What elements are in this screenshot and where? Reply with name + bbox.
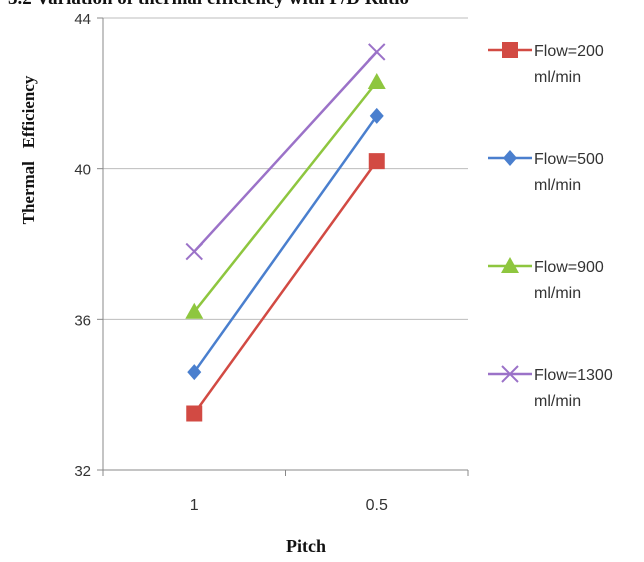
chart-title: 3.2 Variation of thermal efficiency with…: [8, 0, 409, 9]
legend: Flow=200 ml/min Flow=500 ml/min Flow=900 ml/m…: [488, 42, 613, 410]
data-point-2-1: [367, 73, 386, 90]
legend-marker-2: [501, 257, 519, 273]
data-point-3-0: [185, 242, 203, 261]
data-point-3-1: [368, 43, 386, 61]
legend-label-2: Flow=900 ml/min: [534, 259, 604, 302]
series-line-2: [193, 81, 378, 313]
x-tick-label-0: 1: [190, 497, 199, 514]
series-2: [185, 73, 386, 319]
series-3: [185, 43, 386, 261]
series-line-0: [193, 160, 378, 415]
legend-item-1: Flow=500 ml/min: [488, 150, 604, 194]
y-tick-label-3: 44: [74, 11, 91, 28]
legend-label-0: Flow=200 ml/min: [534, 43, 604, 86]
y-tick-label-2: 40: [74, 162, 91, 179]
series-0: [186, 153, 385, 422]
series-1: [187, 107, 384, 381]
series-line-1: [193, 115, 378, 373]
legend-marker-0: [502, 42, 518, 58]
data-point-0-1: [368, 153, 385, 170]
x-axis-label: Pitch: [286, 536, 326, 556]
legend-marker-3: [501, 365, 519, 383]
axes-layer: 32 36 40 44 1 0.5: [74, 11, 469, 514]
data-point-2-0: [185, 302, 204, 319]
series-layer: [185, 43, 386, 422]
legend-item-0: Flow=200 ml/min: [488, 42, 604, 86]
x-tick-label-1: 0.5: [366, 497, 388, 514]
y-tick-label-0: 32: [74, 463, 91, 480]
y-axis-label: Thermal Efficiency: [19, 75, 38, 224]
data-point-0-0: [186, 405, 203, 422]
series-line-3: [193, 51, 378, 253]
data-point-1-0: [187, 364, 202, 381]
legend-item-2: Flow=900 ml/min: [488, 257, 604, 302]
legend-label-3: Flow=1300 ml/min: [534, 367, 613, 410]
y-tick-label-1: 36: [74, 312, 91, 329]
legend-marker-1: [503, 150, 517, 166]
data-point-1-1: [369, 107, 384, 124]
legend-item-3: Flow=1300 ml/min: [488, 365, 613, 410]
legend-label-1: Flow=500 ml/min: [534, 151, 604, 194]
